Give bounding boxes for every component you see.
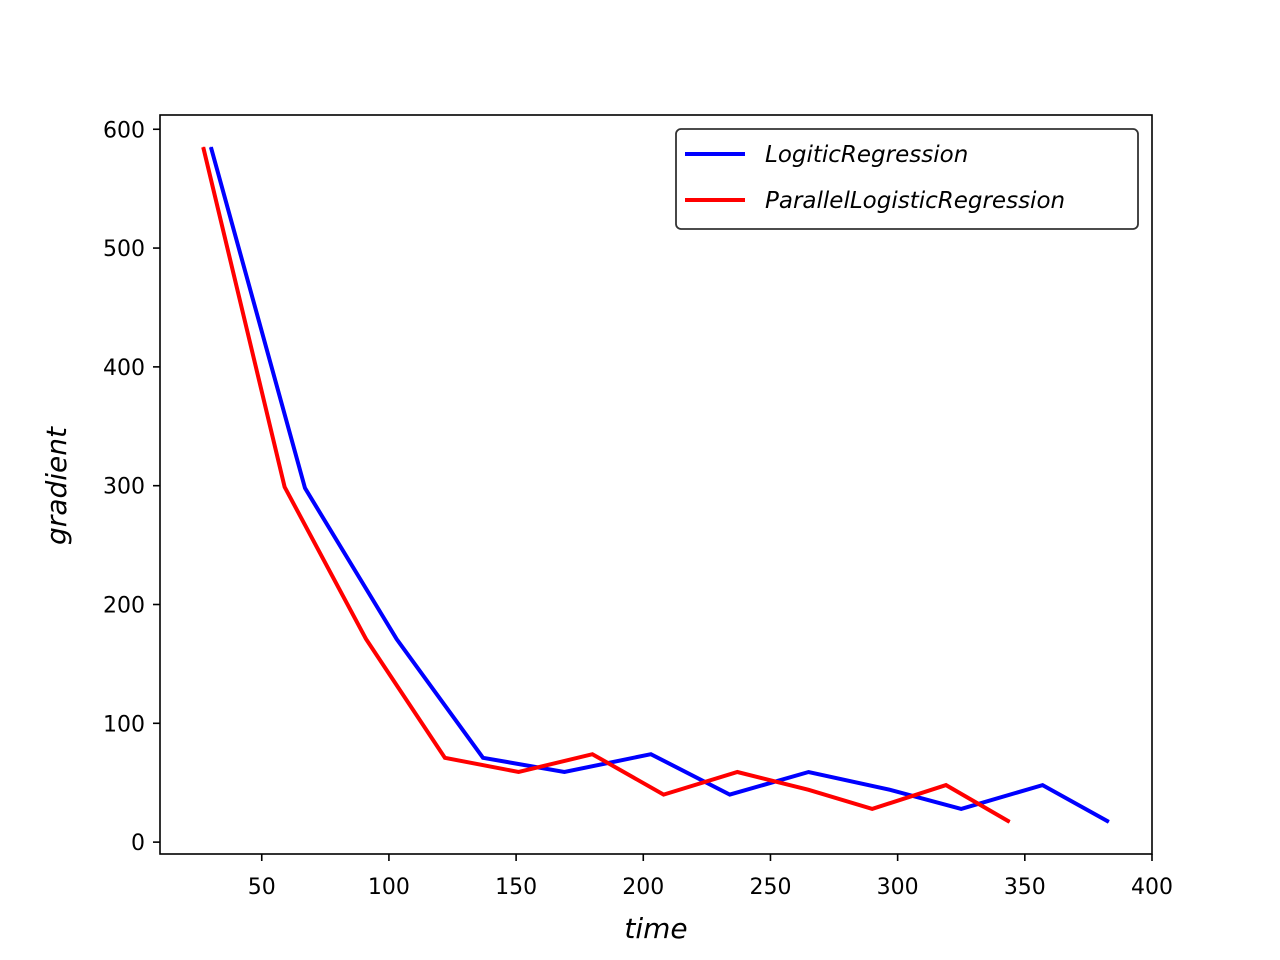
- data-point-logiticregression: [482, 757, 484, 759]
- data-point-logiticregression: [960, 808, 962, 810]
- y-axis-title: gradient: [40, 426, 73, 545]
- data-point-parallellogisticregression: [808, 789, 810, 791]
- x-axis-ticks: 50 100 150 200 250 300 350 400: [248, 854, 1173, 900]
- y-tick-label: 600: [103, 118, 145, 143]
- data-point-parallellogisticregression: [518, 771, 520, 773]
- x-tick-label: 150: [495, 875, 537, 900]
- x-tick-label: 100: [368, 875, 410, 900]
- data-point-logiticregression: [1042, 784, 1044, 786]
- y-axis-ticks: 0 100 200 300 400 500 600: [103, 118, 160, 856]
- legend-box: [675, 128, 1139, 230]
- data-point-logiticregression: [650, 753, 652, 755]
- data-point-logiticregression: [729, 794, 731, 796]
- data-point-logiticregression: [304, 487, 306, 489]
- x-tick-label: 400: [1131, 875, 1173, 900]
- y-tick-label: 200: [103, 593, 145, 618]
- x-tick-label: 200: [622, 875, 664, 900]
- x-axis-title: time: [624, 912, 687, 945]
- legend: LogiticRegression ParallelLogisticRegres…: [675, 128, 1139, 230]
- data-point-parallellogisticregression: [444, 757, 446, 759]
- legend-label-parallellogisticregression: ParallelLogisticRegression: [765, 188, 1065, 214]
- y-tick-label: 0: [131, 831, 145, 856]
- plot-area: [160, 115, 1152, 854]
- data-point-logiticregression: [808, 771, 810, 773]
- legend-label-logiticregression: LogiticRegression: [765, 142, 968, 168]
- data-point-parallellogisticregression: [1009, 821, 1011, 823]
- data-point-parallellogisticregression: [945, 784, 947, 786]
- data-point-parallellogisticregression: [871, 808, 873, 810]
- y-tick-label: 500: [103, 237, 145, 262]
- series-line-logiticregression: [208, 146, 1110, 824]
- y-tick-label: 300: [103, 475, 145, 500]
- x-tick-label: 250: [749, 875, 791, 900]
- data-point-logiticregression: [889, 789, 891, 791]
- data-point-logiticregression: [1108, 821, 1110, 823]
- data-point-parallellogisticregression: [736, 771, 738, 773]
- data-point-parallellogisticregression: [663, 794, 665, 796]
- y-tick-label: 400: [103, 356, 145, 381]
- series-layer: [201, 146, 1110, 824]
- data-point-parallellogisticregression: [591, 753, 593, 755]
- data-point-parallellogisticregression: [284, 486, 286, 488]
- x-tick-label: 300: [877, 875, 919, 900]
- plot-frame: [159, 114, 1153, 855]
- y-tick-label: 100: [103, 712, 145, 737]
- data-point-logiticregression: [563, 771, 565, 773]
- data-point-parallellogisticregression: [365, 638, 367, 640]
- data-point-logiticregression: [396, 638, 398, 640]
- data-point-logiticregression: [210, 146, 212, 148]
- data-point-parallellogisticregression: [202, 146, 204, 148]
- x-tick-label: 350: [1004, 875, 1046, 900]
- x-tick-label: 50: [248, 875, 276, 900]
- series-line-parallellogisticregression: [201, 146, 1011, 824]
